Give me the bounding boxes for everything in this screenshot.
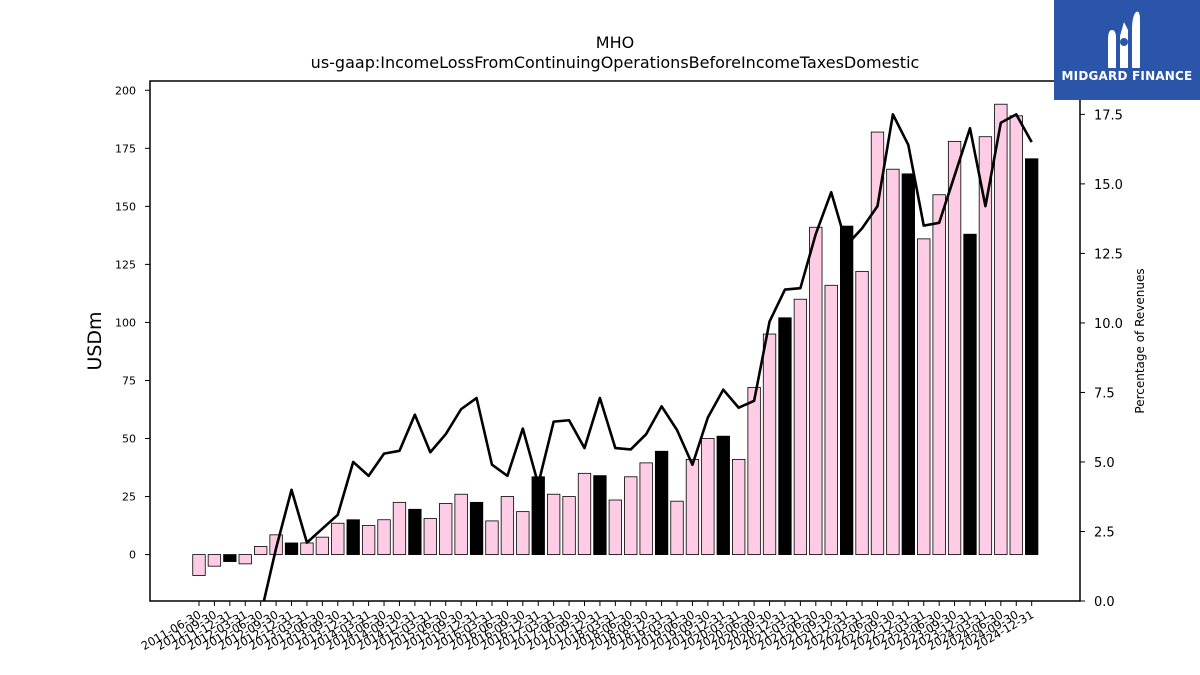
- logo-text: MIDGARD FINANCE: [1061, 69, 1193, 83]
- y-tick-label: 75: [122, 374, 136, 387]
- bar: [500, 496, 515, 555]
- bar: [392, 501, 407, 555]
- bar: [685, 458, 700, 555]
- y2-tick-label: 10.0: [1094, 317, 1123, 332]
- bar: [1025, 158, 1039, 555]
- bar: [778, 317, 792, 555]
- bar: [207, 554, 222, 567]
- logo-mark-icon: [1108, 11, 1140, 68]
- bar: [300, 542, 314, 555]
- bar: [886, 168, 900, 555]
- bar: [963, 233, 977, 555]
- ratio-line: [262, 113, 1033, 601]
- bar: [1009, 115, 1023, 555]
- bar: [716, 435, 730, 555]
- bar: [408, 508, 422, 555]
- y-tick-label: 150: [115, 200, 136, 213]
- bar: [361, 525, 376, 555]
- bar: [978, 136, 993, 555]
- y2-tick-label: 0.0: [1094, 595, 1115, 610]
- bar: [284, 542, 299, 555]
- bar: [747, 387, 761, 555]
- y2-tick-label: 12.5: [1094, 247, 1123, 262]
- y-tick-label: 0: [129, 549, 136, 562]
- bar: [454, 493, 468, 555]
- bar: [315, 536, 330, 555]
- y2-tick-label: 15.0: [1094, 178, 1123, 193]
- axes-layer: 0 25 50 75 100 125 150 175 200 0.0 2.5 5.0 7.5 10.0 12…: [115, 80, 1123, 653]
- bar: [855, 270, 869, 555]
- bar: [932, 194, 946, 555]
- bars-layer: [192, 103, 1039, 576]
- y-tick-label: 200: [115, 84, 136, 97]
- bar: [593, 475, 607, 555]
- y-tick-label: 100: [115, 316, 136, 329]
- brand-logo: MIDGARD FINANCE: [1054, 0, 1200, 100]
- bar: [901, 173, 915, 555]
- bar: [701, 438, 715, 555]
- line-layer: [262, 113, 1033, 601]
- y2-axis-label: Percentage of Revenues: [1133, 268, 1147, 413]
- chart-subtitle: us-gaap:IncomeLossFromContinuingOperatio…: [311, 53, 920, 72]
- bar: [562, 496, 576, 555]
- bar: [531, 476, 545, 555]
- bar: [439, 503, 453, 555]
- bar: [654, 450, 669, 555]
- bar: [547, 493, 561, 555]
- bar: [994, 103, 1008, 555]
- y2-tick-label: 5.0: [1094, 456, 1115, 471]
- bar: [254, 546, 268, 555]
- bar: [238, 554, 252, 565]
- bar: [793, 298, 808, 555]
- bar: [608, 499, 622, 555]
- bar: [762, 333, 777, 555]
- y-tick-label: 125: [115, 258, 136, 271]
- y2-tick-label: 17.5: [1094, 108, 1123, 123]
- bar: [870, 131, 885, 555]
- chart-title: MHO: [596, 33, 634, 52]
- bar: [516, 511, 530, 555]
- bar: [624, 476, 638, 555]
- bar: [670, 500, 684, 555]
- bar: [732, 458, 746, 555]
- bar: [346, 519, 360, 555]
- y-tick-label: 175: [115, 142, 136, 155]
- y-axis-label: USDm: [84, 311, 106, 370]
- bar: [809, 226, 823, 555]
- bar: [839, 225, 854, 555]
- y2-tick-label: 7.5: [1094, 386, 1115, 401]
- y-tick-label: 25: [122, 491, 136, 504]
- bar: [377, 519, 391, 555]
- bar: [917, 238, 931, 555]
- bar: [469, 501, 484, 555]
- bar: [485, 520, 499, 555]
- bar: [223, 554, 237, 562]
- y-tick-label: 50: [122, 433, 136, 446]
- bar: [577, 472, 592, 555]
- bar: [639, 462, 653, 555]
- bar: [824, 284, 838, 555]
- bar: [331, 522, 345, 555]
- bar: [423, 518, 437, 555]
- y2-tick-label: 2.5: [1094, 525, 1115, 540]
- bar: [947, 140, 962, 555]
- bar: [192, 554, 206, 576]
